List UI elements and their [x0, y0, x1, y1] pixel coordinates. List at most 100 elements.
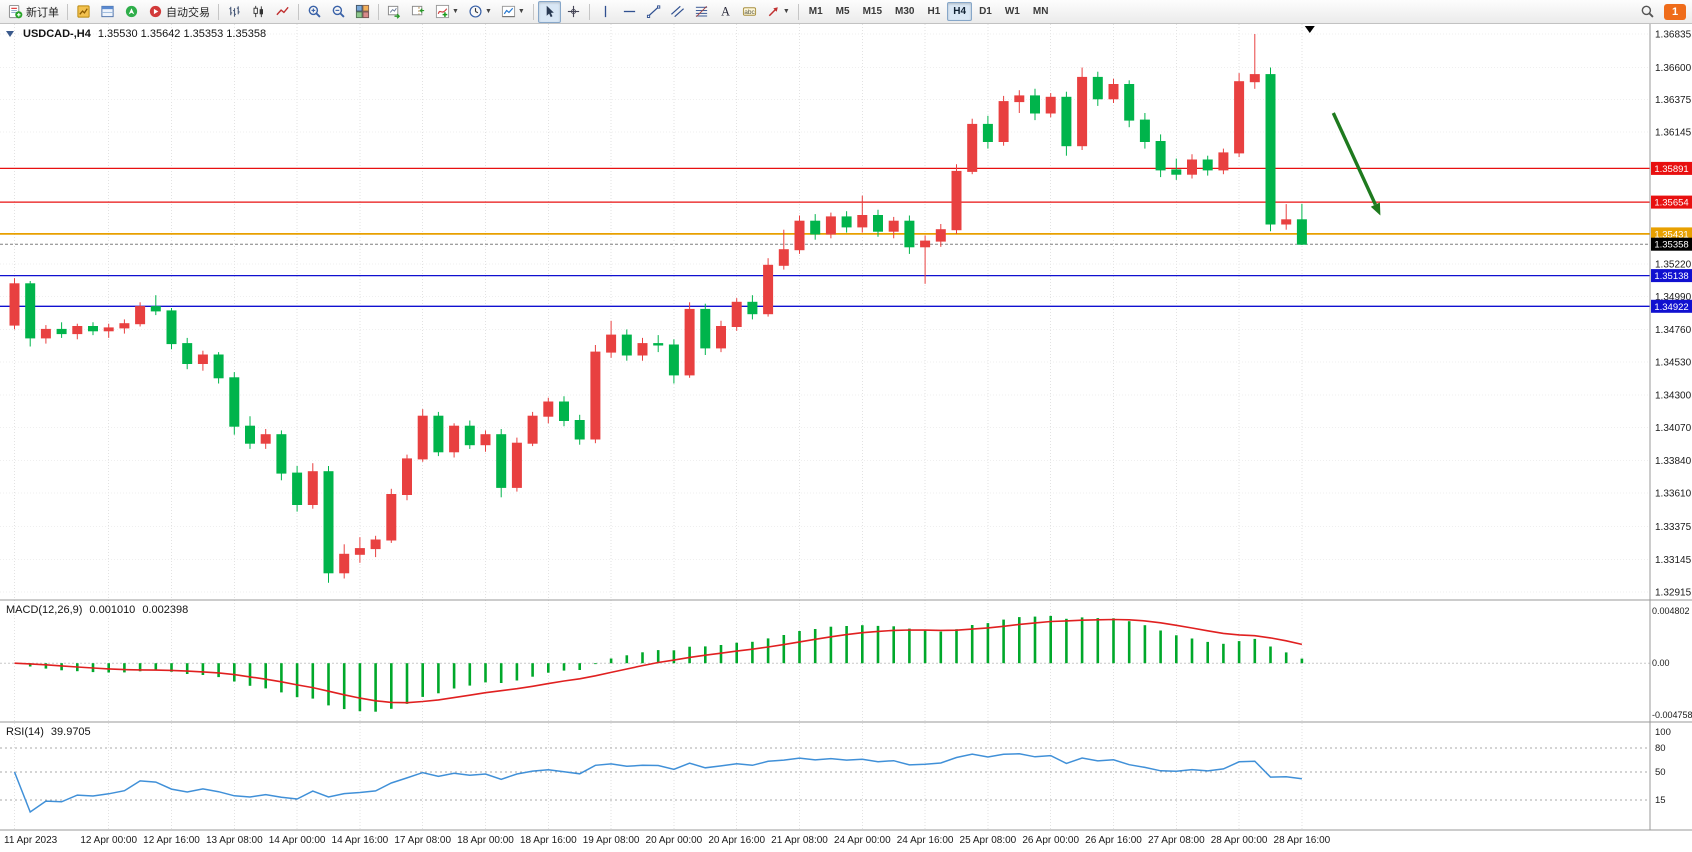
- timeframe-w1-button[interactable]: W1: [1004, 6, 1020, 17]
- zoom-out-icon: [331, 4, 346, 19]
- svg-text:1.36600: 1.36600: [1655, 63, 1692, 74]
- timeframe-mn-button[interactable]: MN: [1032, 6, 1049, 17]
- cursor-icon: [542, 4, 557, 19]
- rsi-axis[interactable]: 100 80 50 15: [1655, 727, 1671, 806]
- horizontal-line-icon: [622, 4, 637, 19]
- svg-text:80: 80: [1655, 743, 1666, 754]
- auto-scroll-icon: [387, 4, 402, 19]
- svg-text:1.35431: 1.35431: [1654, 229, 1688, 240]
- timeframe-m30-button[interactable]: M30: [895, 6, 915, 17]
- zoom-in-button[interactable]: [303, 1, 326, 23]
- text-label-button[interactable]: abc: [738, 1, 761, 23]
- price-level-lines[interactable]: [0, 167, 1650, 307]
- svg-text:24 Apr 00:00: 24 Apr 00:00: [834, 835, 891, 846]
- channel-button[interactable]: [666, 1, 689, 23]
- horizontal-grid: [0, 33, 1650, 593]
- svg-text:1.35358: 1.35358: [1654, 240, 1688, 251]
- svg-text:1.34760: 1.34760: [1655, 325, 1692, 336]
- price-axis[interactable]: 1.36835 1.36600 1.36375 1.36145 1.35220 1.349…: [1651, 30, 1692, 599]
- svg-text:1.33145: 1.33145: [1655, 555, 1692, 566]
- svg-text:1.34922: 1.34922: [1654, 302, 1688, 313]
- zoom-in-icon: [307, 4, 322, 19]
- candlestick-button[interactable]: [247, 1, 270, 23]
- svg-text:1.34990: 1.34990: [1655, 292, 1692, 303]
- time-axis[interactable]: 11 Apr 2023 12 Apr 00:00 12 Apr 16:00 13 Ap…: [4, 835, 1331, 846]
- search-button[interactable]: [1636, 1, 1659, 23]
- crosshair-icon: [566, 4, 581, 19]
- notification-badge[interactable]: 1: [1664, 3, 1686, 20]
- svg-text:28 Apr 16:00: 28 Apr 16:00: [1274, 835, 1331, 846]
- svg-text:1.35654: 1.35654: [1654, 198, 1688, 209]
- horizontal-line-button[interactable]: [618, 1, 641, 23]
- svg-text:1.33375: 1.33375: [1655, 522, 1692, 533]
- chart-shift-button[interactable]: [407, 1, 430, 23]
- svg-text:28 Apr 00:00: 28 Apr 00:00: [1211, 835, 1268, 846]
- svg-text:abc: abc: [744, 9, 755, 16]
- tile-windows-button[interactable]: [351, 1, 374, 23]
- svg-text:1.36835: 1.36835: [1655, 30, 1692, 41]
- svg-text:1.35891: 1.35891: [1654, 164, 1688, 175]
- svg-text:15: 15: [1655, 795, 1666, 806]
- svg-text:1.35220: 1.35220: [1655, 259, 1692, 270]
- toolbar-separator: [378, 3, 379, 20]
- autotrading-button-label: 自动交易: [166, 6, 210, 19]
- dropdown-caret-icon: ▼: [452, 8, 459, 15]
- new-order-icon: [8, 4, 23, 19]
- timeframe-h4-button[interactable]: H4: [947, 2, 973, 21]
- auto-scroll-button[interactable]: [383, 1, 406, 23]
- svg-text:17 Apr 08:00: 17 Apr 08:00: [394, 835, 451, 846]
- templates-icon: [501, 4, 516, 19]
- svg-text:25 Apr 08:00: 25 Apr 08:00: [960, 835, 1017, 846]
- svg-text:18 Apr 00:00: 18 Apr 00:00: [457, 835, 514, 846]
- channel-icon: [670, 4, 685, 19]
- svg-text:A: A: [721, 5, 730, 19]
- dropdown-caret-icon: ▼: [484, 8, 492, 15]
- chart-shift-marker-icon[interactable]: [1304, 26, 1315, 33]
- zoom-out-button[interactable]: [327, 1, 350, 23]
- svg-text:18 Apr 16:00: 18 Apr 16:00: [520, 835, 577, 846]
- periods-button[interactable]: ▼: [464, 1, 496, 23]
- timeframe-d1-button[interactable]: D1: [979, 6, 992, 17]
- svg-text:12 Apr 16:00: 12 Apr 16:00: [143, 835, 200, 846]
- toolbar-separator: [218, 3, 219, 20]
- new-order-button[interactable]: 新订单: [4, 1, 63, 23]
- vertical-line-button[interactable]: [594, 1, 617, 23]
- trend-arrow-annotation[interactable]: [1331, 112, 1381, 216]
- svg-text:1.34300: 1.34300: [1655, 390, 1692, 401]
- svg-text:14 Apr 16:00: 14 Apr 16:00: [332, 835, 389, 846]
- line-chart-button[interactable]: [271, 1, 294, 23]
- svg-text:20 Apr 00:00: 20 Apr 00:00: [646, 835, 703, 846]
- toolbar-separator: [532, 3, 534, 20]
- data-window-icon: [100, 4, 115, 19]
- text-button[interactable]: A: [714, 1, 737, 23]
- svg-text:26 Apr 00:00: 26 Apr 00:00: [1022, 835, 1079, 846]
- svg-text:1.33840: 1.33840: [1655, 456, 1692, 467]
- templates-button[interactable]: ▼: [497, 1, 529, 23]
- macd-axis[interactable]: 0.004802 0.00 -0.004758: [1652, 606, 1692, 720]
- data-window-button[interactable]: [96, 1, 119, 23]
- timeframe-m15-button[interactable]: M15: [862, 6, 883, 17]
- indicators-button[interactable]: ▼: [431, 1, 463, 23]
- bar-chart-button[interactable]: [223, 1, 246, 23]
- toolbar-separator: [588, 3, 590, 20]
- arrows-button[interactable]: ▼: [762, 1, 794, 23]
- dropdown-caret-icon: ▼: [782, 8, 790, 15]
- timeframe-h1-button[interactable]: H1: [927, 6, 941, 17]
- autotrading-button[interactable]: 自动交易: [144, 1, 214, 23]
- cursor-button[interactable]: [537, 0, 561, 23]
- trendline-button[interactable]: [642, 1, 665, 23]
- price-chart-canvas[interactable]: 1.36835 1.36600 1.36375 1.36145 1.35220 1.349…: [0, 24, 1692, 852]
- svg-text:21 Apr 08:00: 21 Apr 08:00: [771, 835, 828, 846]
- svg-text:13 Apr 08:00: 13 Apr 08:00: [206, 835, 263, 846]
- timeframe-m1-button[interactable]: M1: [808, 6, 823, 17]
- search-icon: [1640, 4, 1655, 19]
- macd-layer: [0, 615, 1650, 712]
- crosshair-button[interactable]: [562, 1, 585, 23]
- market-watch-button[interactable]: [72, 1, 95, 23]
- market-watch-icon: [76, 4, 91, 19]
- timeframe-m5-button[interactable]: M5: [835, 6, 850, 17]
- toolbar-right-group: 1: [1636, 1, 1688, 23]
- fibonacci-button[interactable]: [690, 1, 713, 23]
- vertical-grid: [14, 24, 1303, 830]
- navigator-button[interactable]: [120, 1, 143, 23]
